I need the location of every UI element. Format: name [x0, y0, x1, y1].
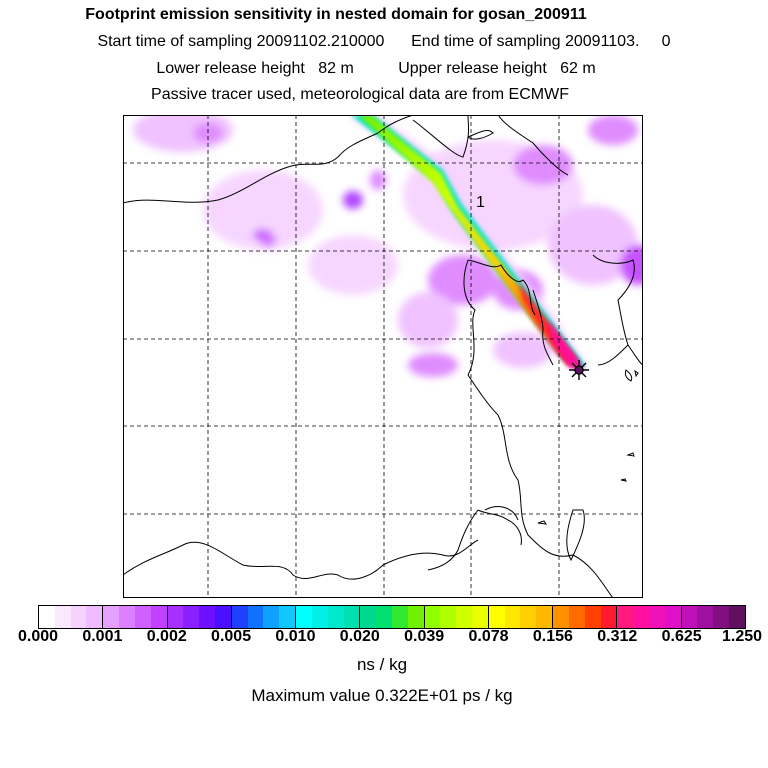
color-swatch: [407, 606, 424, 628]
color-swatch: [600, 606, 617, 628]
color-scale-tick-label: 0.010: [275, 628, 316, 645]
color-scale-segment: [39, 606, 104, 628]
trajectory-label: 1: [476, 194, 485, 211]
color-swatch: [343, 606, 360, 628]
color-scale-tick-label: 0.005: [211, 628, 252, 645]
color-swatch: [456, 606, 473, 628]
color-swatch: [86, 606, 103, 628]
color-swatch: [311, 606, 328, 628]
color-swatch: [296, 606, 312, 628]
color-scale-segment: [103, 606, 168, 628]
color-swatch: [70, 606, 87, 628]
color-swatch: [39, 606, 55, 628]
color-swatch: [584, 606, 601, 628]
color-swatch: [167, 606, 184, 628]
color-scale-tick-label: 0.312: [597, 628, 638, 645]
color-scale-tick-label: 0.002: [146, 628, 187, 645]
lat-lon-grid: [123, 115, 643, 598]
color-scale-segment: [553, 606, 618, 628]
color-swatch: [199, 606, 215, 628]
color-scale-tick-label: 0.020: [339, 628, 380, 645]
color-swatch: [150, 606, 167, 628]
map-panel: 1: [123, 115, 643, 598]
color-swatch: [214, 606, 231, 628]
color-swatch: [472, 606, 488, 628]
color-swatch: [134, 606, 151, 628]
map-title: Footprint emission sensitivity in nested…: [85, 6, 587, 23]
color-scale-segment: [360, 606, 425, 628]
color-scale-tick-label: 0.078: [468, 628, 509, 645]
receptor-star-icon: [569, 360, 589, 380]
color-swatch: [504, 606, 521, 628]
map-svg: 1: [123, 115, 643, 598]
color-swatch: [681, 606, 698, 628]
color-scale-segment: [424, 606, 489, 628]
color-scale-tick-label: 0.156: [532, 628, 573, 645]
color-swatch: [279, 606, 296, 628]
color-scale-tick-label: 1.250: [721, 628, 763, 645]
coastlines: [123, 115, 643, 598]
color-swatch: [713, 606, 730, 628]
color-scale-segment: [617, 606, 682, 628]
color-scale-segment: [167, 606, 232, 628]
color-swatch: [697, 606, 714, 628]
color-swatch: [553, 606, 569, 628]
color-swatch: [376, 606, 392, 628]
color-swatch: [488, 606, 505, 628]
color-scale-segment: [681, 606, 745, 628]
color-swatch: [568, 606, 585, 628]
color-scale-tick-label: 0.039: [404, 628, 445, 645]
maximum-value-label: Maximum value 0.322E+01 ps / kg: [251, 686, 513, 705]
sampling-time-line: Start time of sampling 20091102.210000 E…: [97, 33, 671, 50]
color-swatch: [119, 606, 135, 628]
color-scale-tick-label: 0.625: [661, 628, 702, 645]
tracer-info-line: Passive tracer used, meteorological data…: [151, 86, 569, 103]
color-swatch: [440, 606, 457, 628]
units-label: ns / kg: [356, 655, 408, 674]
release-height-line: Lower release height 82 m Upper release …: [156, 60, 596, 77]
footprint-plume: [348, 115, 588, 373]
color-scale-segment: [488, 606, 554, 628]
color-swatch: [183, 606, 200, 628]
color-scale-bar: [38, 605, 746, 629]
color-swatch: [103, 606, 120, 628]
color-scale-segment: [296, 606, 361, 628]
color-swatch: [664, 606, 681, 628]
color-swatch: [263, 606, 280, 628]
color-swatch: [633, 606, 650, 628]
color-swatch: [536, 606, 553, 628]
color-swatch: [247, 606, 264, 628]
color-swatch: [520, 606, 537, 628]
color-swatch: [729, 606, 745, 628]
color-scale-tick-label: 0.001: [82, 628, 123, 645]
color-swatch: [649, 606, 665, 628]
color-swatch: [327, 606, 344, 628]
color-swatch: [617, 606, 634, 628]
color-swatch: [54, 606, 71, 628]
color-swatch: [424, 606, 441, 628]
color-scale-segment: [231, 606, 297, 628]
color-scale-tick-label: 0.000: [17, 628, 59, 645]
color-swatch: [360, 606, 377, 628]
color-swatch: [231, 606, 248, 628]
color-swatch: [391, 606, 408, 628]
